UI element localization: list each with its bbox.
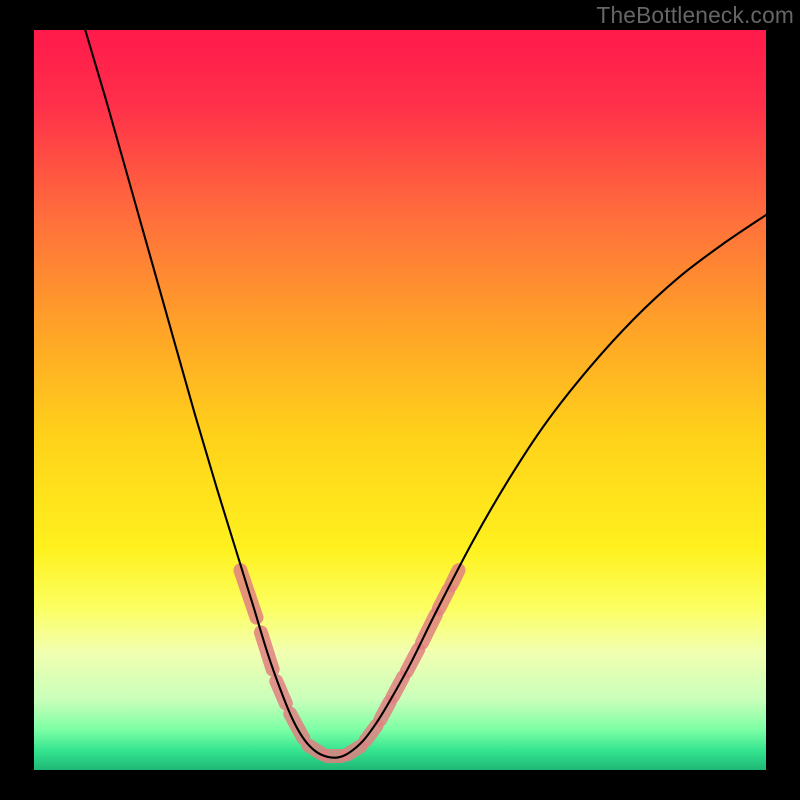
chart-frame: TheBottleneck.com: [0, 0, 800, 800]
capsule-segment: [366, 726, 377, 741]
watermark-label: TheBottleneck.com: [596, 0, 800, 29]
overlay-capsules: [240, 570, 458, 756]
plot-area: [34, 30, 766, 770]
curve-layer: [34, 30, 766, 770]
